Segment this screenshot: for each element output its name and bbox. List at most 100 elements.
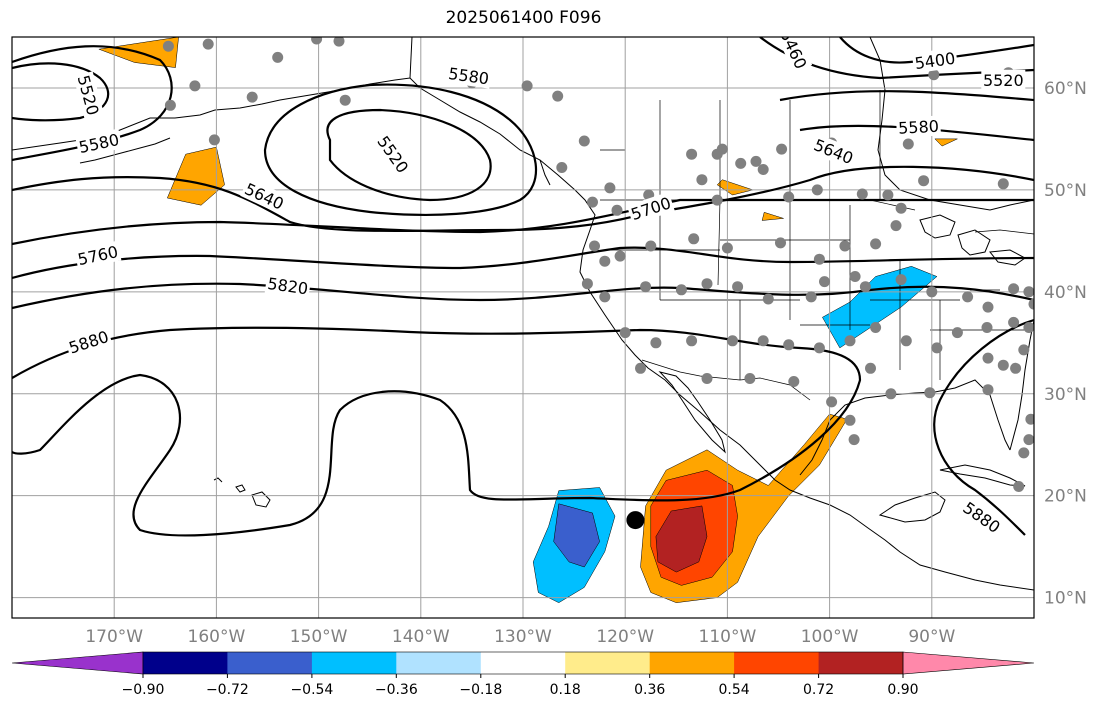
station-dot — [744, 373, 756, 384]
station-dot — [918, 175, 930, 187]
station-dot — [581, 278, 593, 290]
station-dot — [982, 352, 994, 364]
longitude-tick-label: 120°W — [596, 627, 654, 647]
latitude-tick-label: 50°N — [1044, 181, 1087, 201]
station-dot — [1018, 447, 1030, 459]
hawaii — [213, 477, 271, 508]
station-dot — [686, 148, 698, 160]
colorbar — [11, 651, 1035, 678]
station-dot — [635, 362, 646, 374]
contour-5520-low — [326, 108, 492, 202]
station-dot — [762, 293, 774, 305]
colorbar-tick-label: 0.90 — [887, 682, 918, 698]
station-dot — [711, 148, 723, 160]
station-dot — [1018, 344, 1030, 356]
station-dot — [775, 237, 786, 249]
station-dot — [311, 37, 323, 45]
colorbar-tick-label: −0.36 — [375, 682, 418, 698]
station-dot — [1025, 413, 1034, 425]
colorbar-tick-label: 0.18 — [550, 682, 581, 698]
station-dot — [776, 143, 788, 155]
station-dot — [844, 414, 856, 426]
anomaly-region-1 — [166, 146, 225, 206]
colorbar-extend-max — [902, 651, 1035, 675]
station-dot — [208, 134, 220, 146]
station-dot — [848, 434, 860, 446]
station-dot — [614, 250, 626, 262]
colorbar-tick-label: 0.72 — [803, 682, 834, 698]
station-dot — [164, 99, 176, 111]
station-dot — [813, 342, 825, 354]
latitude-tick-label: 10°N — [1044, 589, 1087, 609]
station-dot — [645, 240, 657, 252]
station-dot — [1023, 434, 1034, 446]
station-dot — [727, 335, 738, 347]
colorbar-segment — [311, 652, 397, 674]
station-dot — [997, 178, 1009, 190]
station-dot — [650, 337, 662, 349]
station-dot — [890, 220, 902, 232]
great-lakes — [919, 214, 1026, 266]
station-dot — [1023, 322, 1034, 333]
colorbar-segment — [565, 652, 651, 674]
station-dot — [246, 91, 258, 103]
station-dot — [162, 40, 174, 52]
colorbar-tick-label: 0.36 — [634, 682, 665, 698]
station-dot — [819, 276, 830, 288]
colorbar-segment — [227, 652, 313, 674]
contour-label-bg — [896, 115, 941, 138]
station-dot — [805, 291, 817, 303]
colorbar-segment — [143, 652, 228, 674]
colorbar-segment — [649, 652, 735, 674]
longitude-tick-label: 110°W — [699, 627, 757, 647]
longitude-tick-label: 130°W — [494, 627, 552, 647]
longitude-tick-label: 160°W — [188, 627, 246, 647]
colorbar-extend-min — [11, 651, 144, 675]
station-dot — [189, 80, 201, 92]
station-dot — [750, 155, 762, 167]
contour-5520-east — [779, 90, 1034, 102]
contour-5880-east — [933, 318, 1034, 536]
colorbar-tick-label: −0.90 — [122, 682, 165, 698]
station-dot — [521, 80, 533, 92]
hudson-bay-coast — [869, 37, 1034, 211]
longitude-tick-label: 150°W — [290, 627, 348, 647]
colorbar-tick-label: −0.54 — [290, 682, 333, 698]
station-dot — [686, 335, 698, 347]
contour-label-group: 5400 — [911, 47, 959, 74]
contour-5580-low — [263, 83, 538, 216]
station-dot — [895, 202, 907, 214]
station-dot — [813, 253, 825, 265]
station-dot — [895, 274, 907, 286]
station-dot — [701, 278, 713, 290]
contour-label-bg — [64, 325, 113, 359]
station-layer — [88, 37, 1034, 492]
contour-label: 5520 — [983, 71, 1024, 90]
contour-label-bg — [445, 62, 492, 89]
station-dot — [721, 242, 733, 254]
alaska-panhandle — [409, 37, 551, 186]
latitude-tick-label: 40°N — [1044, 283, 1087, 303]
station-dot — [578, 135, 590, 147]
station-dot — [882, 189, 894, 201]
station-dot — [844, 335, 856, 347]
contour-5760 — [12, 246, 1034, 280]
station-dot — [839, 240, 851, 252]
station-dot — [272, 51, 284, 63]
station-dot — [870, 238, 882, 250]
anomaly-region-9 — [553, 503, 600, 568]
contour-label-bg — [809, 133, 858, 169]
station-dot — [589, 240, 600, 252]
station-dot — [1028, 298, 1034, 310]
station-dot — [604, 182, 616, 194]
station-dot — [202, 38, 214, 50]
anomaly-region-2 — [716, 179, 754, 196]
station-dot — [826, 396, 838, 408]
colorbar-segment — [734, 652, 819, 674]
station-dot — [951, 327, 963, 339]
station-dot — [924, 387, 936, 399]
contour-label-bg — [958, 496, 1006, 538]
station-dot — [599, 291, 611, 303]
north-america-coastline — [12, 77, 1034, 591]
station-dot — [788, 376, 800, 387]
